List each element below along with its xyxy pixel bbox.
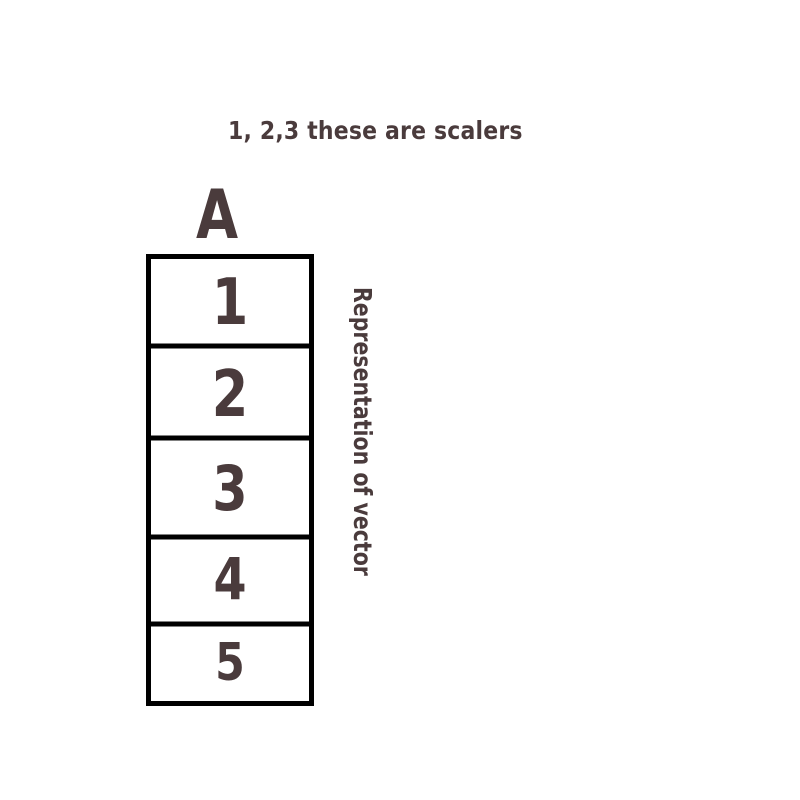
vector-side-label-text: Representation of vector (348, 287, 377, 576)
vector-element-2: 2 (211, 358, 249, 432)
scalar-caption: 1, 2,3 these are scalers (228, 116, 523, 145)
vector-element-4: 4 (213, 545, 247, 613)
vector-element-5: 5 (215, 633, 245, 693)
vector-side-label: Representation of vector (343, 287, 383, 627)
vector-element-3: 3 (212, 452, 248, 525)
vector-cell-grid (146, 254, 314, 706)
vector-column-box: 1 2 3 4 5 (146, 254, 314, 706)
vector-element-1: 1 (211, 266, 249, 340)
vector-name-label: A (196, 176, 239, 255)
vector-outline (146, 254, 314, 706)
